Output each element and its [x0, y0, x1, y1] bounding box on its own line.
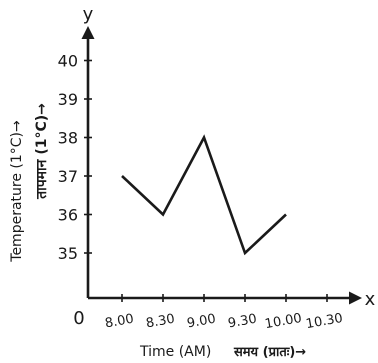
x-axis-arrow [349, 291, 362, 305]
x-axis-title-hindi: समय (प्रातः)→ [233, 345, 306, 360]
x-tick-label: 9.30 [227, 312, 258, 332]
x-tick-label: 10.00 [264, 311, 303, 332]
y-tick-label: 35 [58, 244, 78, 263]
y-tick-label: 40 [58, 52, 78, 71]
axes [81, 26, 362, 305]
y-axis-letter: y [83, 4, 94, 25]
x-tick-label: 8.30 [145, 312, 176, 332]
x-axis-title: Time (AM) [139, 344, 211, 360]
y-tick-label: 39 [58, 90, 78, 109]
y-axis-arrow [81, 26, 95, 39]
x-tick-label: 8.00 [104, 312, 135, 332]
y-axis-title: Temperature (1°C)→ [9, 120, 25, 263]
series-line [121, 134, 287, 256]
x-axis-letter: x [365, 289, 376, 310]
origin-label: 0 [73, 308, 84, 329]
y-tick-label: 38 [58, 129, 78, 148]
x-tick-label: 10.30 [305, 311, 344, 332]
series [121, 134, 287, 256]
ticks: 35 36 37 38 39 40 8.00 8.30 9.00 9.30 10.00 10.30 [58, 52, 344, 333]
y-tick-label: 37 [58, 167, 78, 186]
y-tick-label: 36 [58, 206, 78, 225]
y-axis-title-hindi: तापमान (1°C)→ [34, 103, 50, 200]
x-tick-label: 9.00 [186, 312, 217, 332]
labels: y x 0 Temperature (1°C)→ तापमान (1°C)→ T… [9, 4, 376, 360]
